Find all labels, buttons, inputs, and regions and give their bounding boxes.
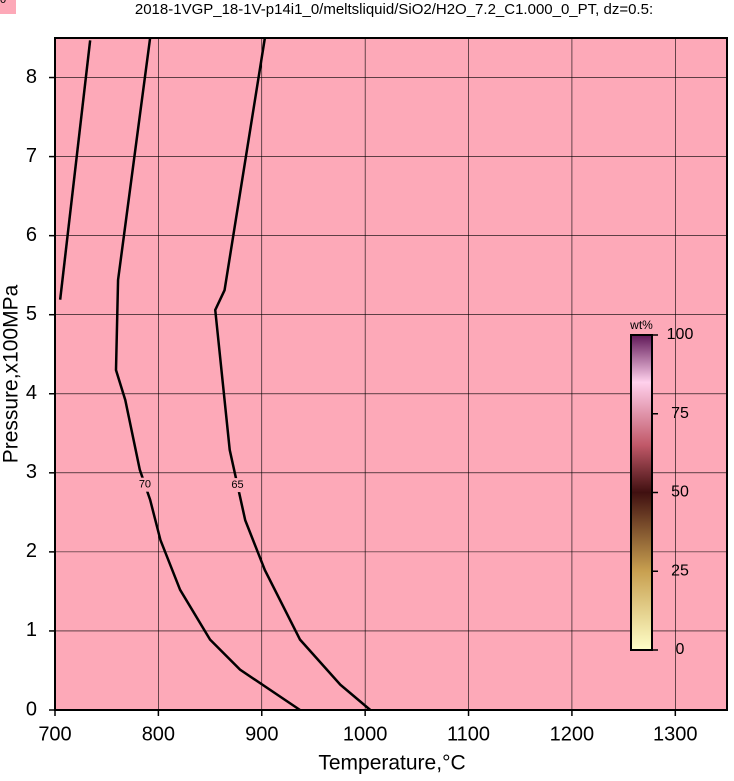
contour-label: 60	[0, 0, 6, 6]
y-tick-label: 0	[26, 698, 37, 720]
contour-label-bg	[136, 477, 153, 492]
y-tick-label: 7	[26, 145, 37, 167]
contour-label-bg	[229, 478, 246, 493]
colorbar	[630, 334, 653, 651]
x-tick-label: 900	[245, 723, 278, 745]
x-tick-label: 1300	[653, 723, 698, 745]
colorbar-tick-label: 0	[676, 641, 685, 658]
contour-label: 70	[139, 479, 151, 491]
y-tick-label: 2	[26, 540, 37, 562]
plot-frame	[54, 37, 728, 711]
y-tick-label: 5	[26, 303, 37, 325]
y-tick-label: 6	[26, 224, 37, 246]
x-tick-label: 800	[142, 723, 175, 745]
contour-label: 65	[231, 479, 243, 491]
contour-line	[58, 40, 92, 300]
y-tick-label: 3	[26, 461, 37, 483]
colorbar-tick-label: 25	[671, 562, 689, 579]
x-tick-label: 1100	[447, 723, 490, 745]
colorbar-tick-label: 75	[671, 405, 689, 422]
x-tick-label: 700	[38, 723, 71, 745]
contour-label-bg	[0, 0, 16, 14]
colorbar-tick-label: 100	[667, 326, 694, 343]
colorbar-label: wt%	[629, 318, 653, 332]
y-axis-label: Pressure,x100MPa	[0, 284, 23, 463]
colorbar-tick-label: 50	[671, 484, 689, 501]
contour-line	[213, 37, 372, 711]
contour-line	[114, 37, 301, 712]
x-axis-label: Temperature,°C	[318, 752, 465, 775]
chart-title: 2018-1VGP_18-1V-p14i1_0/meltsliquid/SiO2…	[135, 1, 653, 18]
y-tick-label: 8	[26, 66, 37, 88]
x-tick-label: 1000	[343, 723, 388, 745]
x-tick-label: 1200	[550, 723, 595, 745]
y-tick-label: 1	[26, 619, 37, 641]
y-tick-label: 4	[26, 382, 37, 404]
plot-background	[55, 38, 727, 710]
